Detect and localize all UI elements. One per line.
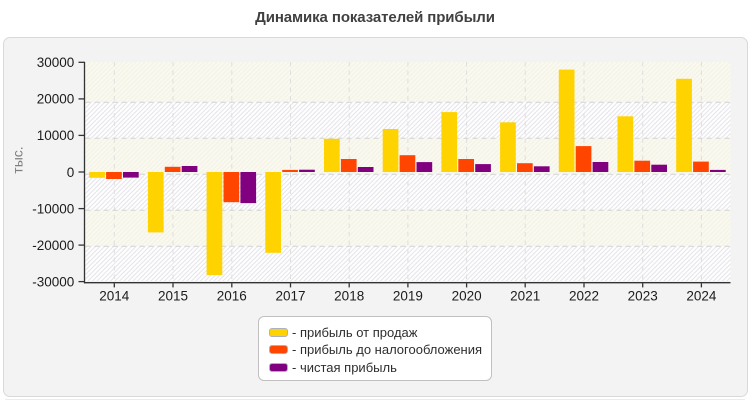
svg-text:2022: 2022 — [569, 289, 599, 304]
svg-text:2018: 2018 — [334, 289, 364, 304]
svg-text:2017: 2017 — [275, 289, 305, 304]
svg-text:0: 0 — [67, 165, 75, 180]
svg-text:-10000: -10000 — [32, 201, 74, 216]
svg-text:2021: 2021 — [510, 289, 540, 304]
svg-text:2019: 2019 — [393, 289, 423, 304]
svg-text:2014: 2014 — [99, 289, 130, 304]
svg-text:2015: 2015 — [158, 289, 188, 304]
svg-text:-20000: -20000 — [32, 238, 74, 253]
svg-text:-30000: -30000 — [32, 274, 74, 289]
svg-text:тыс.: тыс. — [9, 146, 25, 173]
svg-text:2023: 2023 — [628, 289, 658, 304]
svg-text:10000: 10000 — [37, 128, 75, 143]
svg-text:2024: 2024 — [686, 289, 717, 304]
svg-text:30000: 30000 — [37, 55, 75, 70]
svg-text:20000: 20000 — [37, 92, 75, 107]
svg-text:2016: 2016 — [217, 289, 247, 304]
svg-text:2020: 2020 — [452, 289, 482, 304]
